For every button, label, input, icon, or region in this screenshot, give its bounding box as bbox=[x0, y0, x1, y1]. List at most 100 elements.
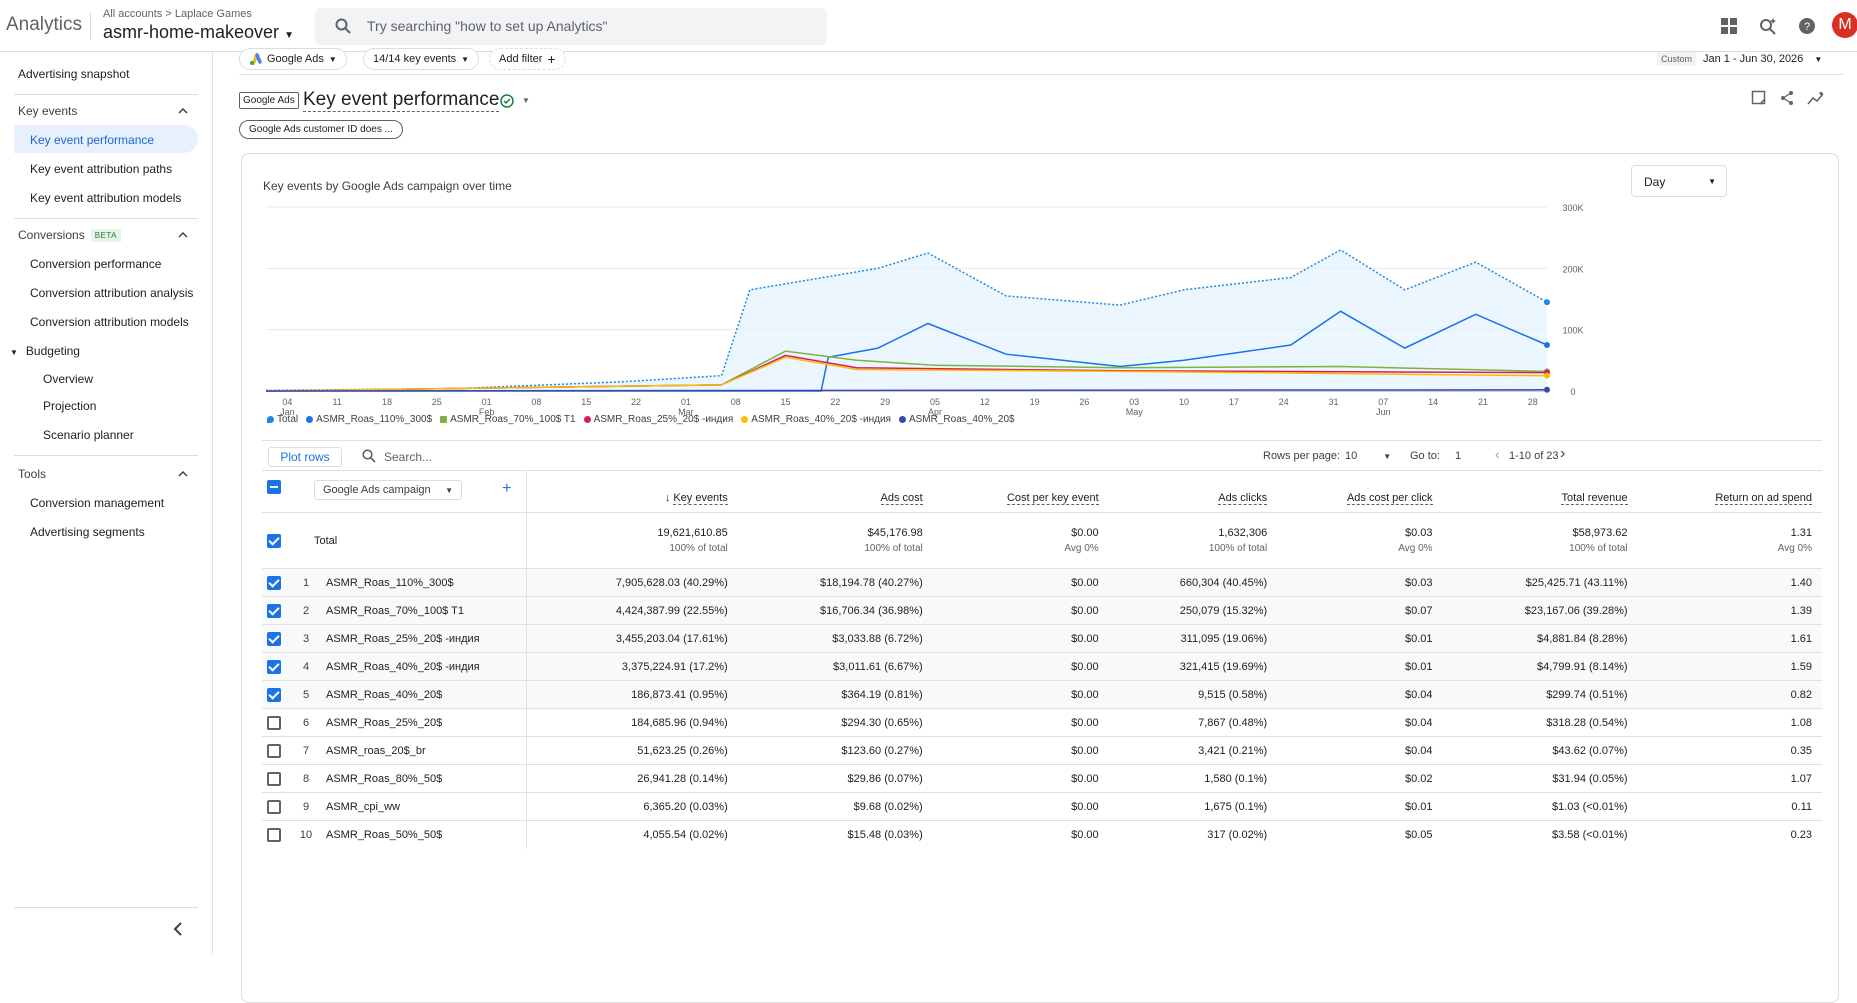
sidebar-section-tools[interactable]: Tools bbox=[18, 467, 47, 481]
table-row[interactable]: 10 ASMR_Roas_50%_50$ 4,055.54 (0.02%) $15.4… bbox=[262, 820, 1822, 849]
legend-item[interactable]: Total bbox=[267, 414, 298, 425]
key-events-chip[interactable]: 14/14 key events ▼ bbox=[363, 48, 480, 70]
row-checkbox[interactable] bbox=[267, 603, 281, 618]
chevron-up-icon[interactable] bbox=[178, 106, 188, 116]
row-metric-cell: 311,095 (19.06%) bbox=[1108, 624, 1278, 653]
table-row[interactable]: 5 ASMR_Roas_40%_20$ 186,873.41 (0.95%) $364… bbox=[262, 680, 1822, 709]
goto-input[interactable]: 1 bbox=[1455, 450, 1462, 462]
table-row[interactable]: 8 ASMR_Roas_80%_50$ 26,941.28 (0.14%) $29.8… bbox=[262, 764, 1822, 793]
search-insights-icon[interactable] bbox=[1757, 15, 1779, 37]
collapse-sidebar-icon[interactable] bbox=[172, 922, 184, 936]
legend-item[interactable]: ASMR_Roas_25%_20$ -индия bbox=[583, 414, 733, 425]
total-checkbox[interactable] bbox=[267, 533, 281, 548]
x-tick-label: 10 bbox=[1179, 397, 1189, 407]
sidebar-item-conversion-management[interactable]: Conversion management bbox=[30, 496, 165, 510]
total-sub: Avg 0% bbox=[1064, 543, 1099, 554]
row-metric-cell: $0.00 bbox=[932, 764, 1109, 793]
chevron-up-icon[interactable] bbox=[178, 230, 188, 240]
x-tick-label: 12 bbox=[980, 397, 990, 407]
sidebar-item-conversion-attribution-analysis[interactable]: Conversion attribution analysis bbox=[30, 286, 194, 300]
previous-page-icon[interactable]: ‹ bbox=[1495, 446, 1500, 462]
check-circle-icon[interactable] bbox=[500, 94, 514, 108]
select-all-checkbox[interactable] bbox=[267, 480, 281, 494]
col-ads-clicks[interactable]: Ads clicks bbox=[1108, 470, 1278, 513]
customize-report-icon[interactable] bbox=[1751, 90, 1767, 106]
row-checkbox[interactable] bbox=[267, 799, 281, 814]
table-row[interactable]: 3 ASMR_Roas_25%_20$ -индия 3,455,203.04 (1… bbox=[262, 624, 1822, 653]
table-header-row: Google Ads campaign ▼ + ↓ Key events Ads … bbox=[262, 470, 1822, 513]
col-cost-per-key-event[interactable]: Cost per key event bbox=[932, 470, 1109, 513]
caret-down-icon[interactable]: ▼ bbox=[522, 96, 530, 105]
row-checkbox[interactable] bbox=[267, 631, 281, 646]
sidebar-item-budgeting[interactable]: ▼ Budgeting bbox=[10, 344, 80, 358]
sidebar-item-advertising-snapshot[interactable]: Advertising snapshot bbox=[18, 67, 130, 81]
rows-per-page-select[interactable]: 10 ▼ bbox=[1345, 450, 1391, 462]
row-checkbox[interactable] bbox=[267, 771, 281, 786]
account-breadcrumb[interactable]: All accounts > Laplace Games bbox=[103, 8, 252, 20]
dimension-select[interactable]: Google Ads campaign ▼ bbox=[314, 480, 462, 500]
avatar[interactable]: M bbox=[1832, 12, 1857, 38]
legend-item[interactable]: ASMR_Roas_40%_20$ -индия bbox=[741, 414, 891, 425]
sidebar-item-conversion-performance[interactable]: Conversion performance bbox=[30, 257, 162, 271]
sidebar-item-projection[interactable]: Projection bbox=[43, 399, 97, 413]
sidebar-section-conversions[interactable]: Conversions BETA bbox=[18, 228, 122, 242]
table-row[interactable]: 2 ASMR_Roas_70%_100$ T1 4,424,387.99 (22.5… bbox=[262, 596, 1822, 625]
chevron-up-icon[interactable] bbox=[178, 469, 188, 479]
col-ads-cost[interactable]: Ads cost bbox=[737, 470, 933, 513]
total-label: Total bbox=[286, 512, 527, 569]
legend-item[interactable]: ASMR_Roas_110%_300$ bbox=[306, 414, 432, 425]
date-range-picker[interactable]: Jan 1 - Jun 30, 2026 ▼ bbox=[1703, 53, 1822, 65]
granularity-select[interactable]: Day ▼ bbox=[1631, 165, 1727, 197]
total-value: 1,632,306 bbox=[1218, 527, 1268, 539]
row-checkbox[interactable] bbox=[267, 659, 281, 674]
legend-item[interactable]: ASMR_Roas_70%_100$ T1 bbox=[440, 414, 576, 425]
sidebar-item-key-event-attribution-paths[interactable]: Key event attribution paths bbox=[30, 162, 173, 176]
col-ads-cost-per-click[interactable]: Ads cost per click bbox=[1277, 470, 1443, 513]
sidebar-section-key-events[interactable]: Key events bbox=[18, 104, 78, 118]
property-selector[interactable]: asmr-home-makeover ▼ bbox=[103, 22, 294, 43]
row-checkbox[interactable] bbox=[267, 687, 281, 702]
sidebar-item-key-event-attribution-models[interactable]: Key event attribution models bbox=[30, 191, 182, 205]
customer-id-notice[interactable]: Google Ads customer ID does ... bbox=[239, 120, 403, 139]
caret-down-icon: ▼ bbox=[445, 486, 453, 495]
add-filter-button[interactable]: Add filter + bbox=[489, 48, 566, 70]
total-value: $45,176.98 bbox=[867, 527, 923, 539]
legend-item[interactable]: ASMR_Roas_40%_20$ bbox=[898, 414, 1015, 425]
search-placeholder: Try searching "how to set up Analytics" bbox=[367, 18, 608, 34]
analytics-logo[interactable]: Analytics bbox=[6, 14, 83, 35]
row-checkbox[interactable] bbox=[267, 575, 281, 590]
x-tick-month: May bbox=[1126, 407, 1144, 417]
source-chip[interactable]: Google Ads ▼ bbox=[239, 48, 347, 70]
table-search-input[interactable]: Search... bbox=[384, 450, 433, 464]
table-row[interactable]: 9 ASMR_cpi_ww 6,365.20 (0.03%) $9.68 (0.02%… bbox=[262, 792, 1822, 821]
share-icon[interactable] bbox=[1779, 90, 1795, 106]
sidebar-item-conversion-attribution-models[interactable]: Conversion attribution models bbox=[30, 315, 189, 329]
divider bbox=[14, 455, 198, 456]
row-checkbox[interactable] bbox=[267, 715, 281, 730]
table-row[interactable]: 6 ASMR_Roas_25%_20$ 184,685.96 (0.94%) $294… bbox=[262, 708, 1822, 737]
table-row[interactable]: 4 ASMR_Roas_40%_20$ -индия 3,375,224.91 (1… bbox=[262, 652, 1822, 681]
sidebar-item-key-event-performance[interactable]: Key event performance bbox=[30, 133, 155, 147]
help-icon[interactable]: ? bbox=[1796, 15, 1818, 37]
sidebar-item-advertising-segments[interactable]: Advertising segments bbox=[30, 525, 145, 539]
col-key-events[interactable]: ↓ Key events bbox=[526, 470, 738, 513]
insights-icon[interactable] bbox=[1807, 90, 1825, 106]
col-total-revenue[interactable]: Total revenue bbox=[1442, 470, 1638, 513]
table-row[interactable]: 1 ASMR_Roas_110%_300$ 7,905,628.03 (40.29%… bbox=[262, 568, 1822, 597]
col-roas[interactable]: Return on ad spend bbox=[1637, 470, 1822, 513]
add-dimension-icon[interactable]: + bbox=[502, 480, 512, 497]
row-checkbox-cell bbox=[262, 680, 286, 709]
row-checkbox[interactable] bbox=[267, 743, 281, 758]
table-row[interactable]: 7 ASMR_roas_20$_br 51,623.25 (0.26%) $123.6… bbox=[262, 736, 1822, 765]
add-filter-label: Add filter bbox=[499, 53, 543, 65]
apps-icon[interactable] bbox=[1718, 15, 1740, 37]
sidebar-item-overview[interactable]: Overview bbox=[43, 372, 94, 386]
plot-rows-button[interactable]: Plot rows bbox=[268, 447, 342, 467]
search-bar[interactable]: Try searching "how to set up Analytics" bbox=[315, 8, 827, 45]
page-title[interactable]: Key event performance bbox=[303, 89, 500, 112]
next-page-icon[interactable]: › bbox=[1560, 445, 1566, 462]
row-checkbox[interactable] bbox=[267, 827, 281, 842]
sidebar-item-scenario-planner[interactable]: Scenario planner bbox=[43, 428, 134, 442]
y-tick-label: 0 bbox=[1570, 387, 1575, 397]
